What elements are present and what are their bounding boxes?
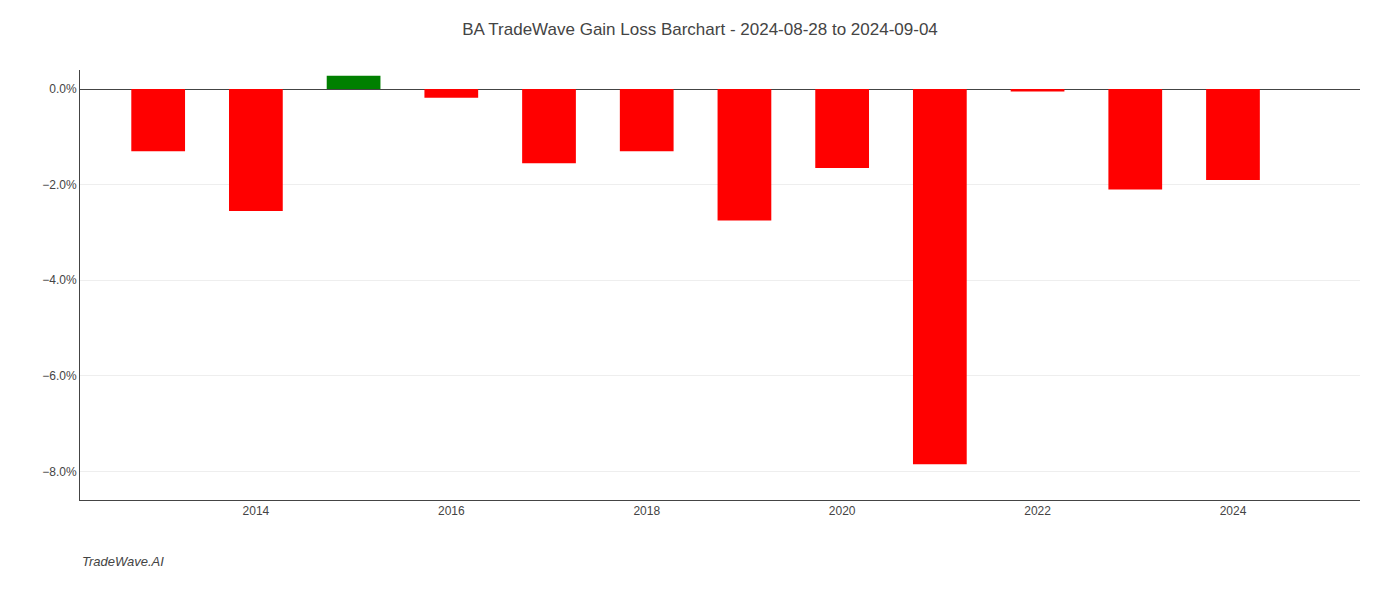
svg-text:2018: 2018 — [633, 504, 660, 518]
svg-text:TradeWave.AI: TradeWave.AI — [82, 554, 164, 569]
svg-text:2022: 2022 — [1024, 504, 1051, 518]
svg-text:0.0%: 0.0% — [49, 82, 77, 96]
svg-text:2024: 2024 — [1220, 504, 1247, 518]
svg-text:2016: 2016 — [438, 504, 465, 518]
svg-text:2014: 2014 — [243, 504, 270, 518]
svg-text:−8.0%: −8.0% — [42, 465, 77, 479]
svg-text:−2.0%: −2.0% — [42, 178, 77, 192]
svg-text:BA TradeWave Gain Loss Barchar: BA TradeWave Gain Loss Barchart - 2024-0… — [462, 20, 938, 39]
svg-text:−4.0%: −4.0% — [42, 273, 77, 287]
svg-text:−6.0%: −6.0% — [42, 369, 77, 383]
svg-text:2020: 2020 — [829, 504, 856, 518]
